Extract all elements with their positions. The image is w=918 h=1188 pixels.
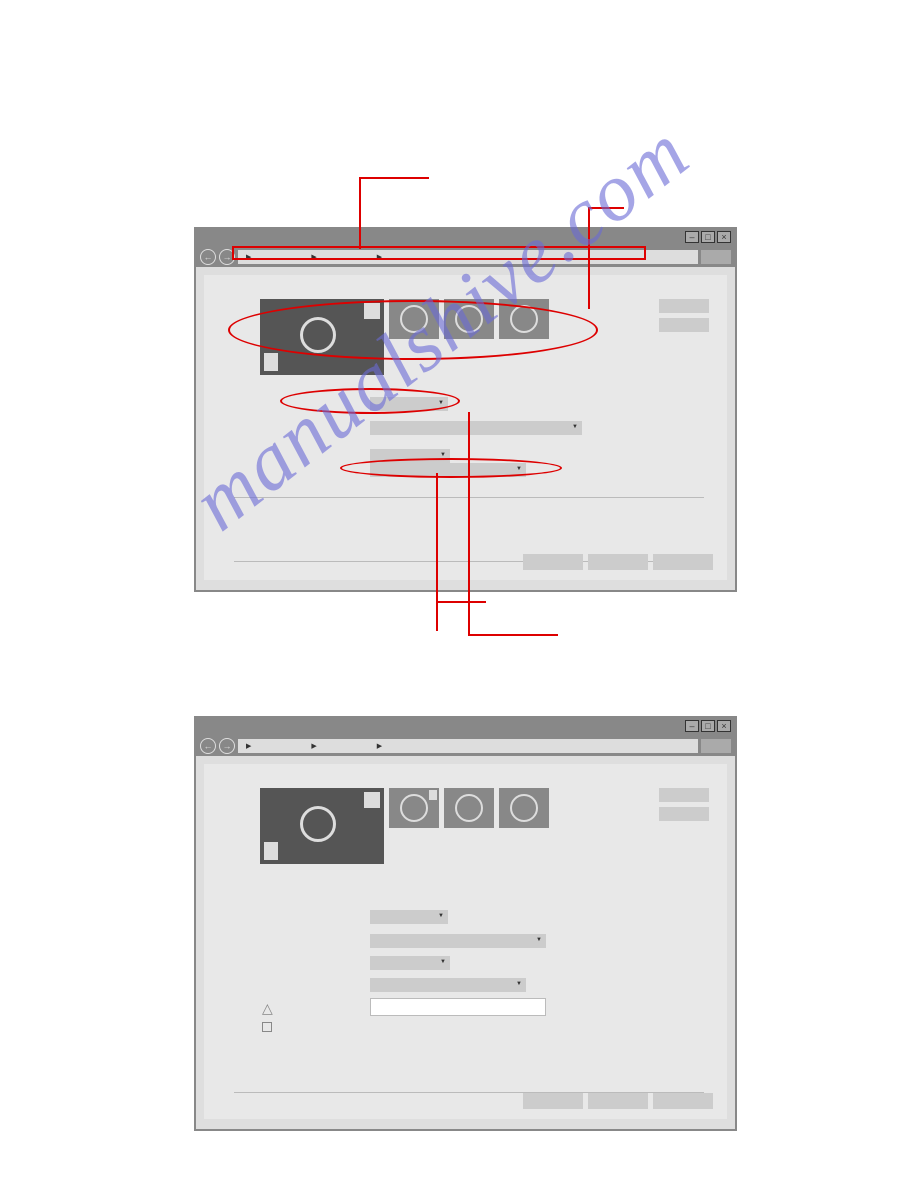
dialog-buttons [523,554,713,570]
circle-icon [300,317,336,353]
action-button[interactable] [523,1093,583,1109]
chevron-down-icon: ▼ [440,959,446,965]
action-button[interactable] [653,1093,713,1109]
callout-line [436,601,486,603]
circle-icon [510,305,538,333]
action-button[interactable] [653,554,713,570]
maximize-button[interactable]: □ [701,231,715,243]
window-2: – □ × ← → ▶ ▶ ▶ [194,716,737,1131]
action-button[interactable] [588,1093,648,1109]
close-button[interactable]: × [717,720,731,732]
circle-icon [300,806,336,842]
badge-icon [264,842,278,860]
address-end [701,250,731,264]
titlebar: – □ × [196,718,735,736]
window-controls: – □ × [685,231,731,243]
circle-icon [510,794,538,822]
close-button[interactable]: × [717,231,731,243]
address-end [701,739,731,753]
dropdown-3[interactable]: ▼ [370,956,450,970]
callout-line [468,634,558,636]
callout-line [436,473,438,631]
thumbnail-2[interactable] [389,299,439,339]
chevron-down-icon: ▼ [516,466,522,472]
side-button[interactable] [659,807,709,821]
dropdown-3[interactable]: ▼ [370,449,450,463]
chevron-down-icon: ▼ [572,424,578,430]
warning-icon: △ [262,1000,273,1017]
chevron-right-icon: ▶ [377,742,382,750]
maximize-button[interactable]: □ [701,720,715,732]
callout-line [359,177,429,179]
circle-icon [455,305,483,333]
side-button[interactable] [659,299,709,313]
side-button[interactable] [659,318,709,332]
side-buttons [659,299,709,332]
manual-page: manualshive.com – □ × ← → ▶ ▶ ▶ [0,0,918,1188]
chevron-down-icon: ▼ [438,913,444,919]
text-input[interactable] [370,998,546,1016]
dropdown-2[interactable]: ▼ [370,934,546,948]
thumbnail-3[interactable] [444,788,494,828]
side-button[interactable] [659,788,709,802]
chevron-right-icon: ▶ [311,253,316,261]
thumbnail-4[interactable] [499,299,549,339]
dialog-buttons [523,1093,713,1109]
window-controls: – □ × [685,720,731,732]
content-area: ▼ ▼ ▼ ▼ [204,275,727,580]
chevron-right-icon: ▶ [246,253,251,261]
circle-icon [455,794,483,822]
thumbnail-row [260,299,549,375]
chevron-down-icon: ▼ [516,981,522,987]
callout-line [588,207,624,209]
breadcrumb-field[interactable]: ▶ ▶ ▶ [238,250,698,264]
thumbnail-selected[interactable] [260,299,384,375]
thumbnail-row [260,788,549,864]
titlebar: – □ × [196,229,735,247]
dropdown-2[interactable]: ▼ [370,421,582,435]
circle-icon [400,305,428,333]
content-area: ▼ ▼ ▼ ▼ △ [204,764,727,1119]
minimize-button[interactable]: – [685,720,699,732]
badge-icon [364,303,380,319]
thumbnail-2[interactable] [389,788,439,828]
forward-button[interactable]: → [219,738,235,754]
action-button[interactable] [588,554,648,570]
thumbnail-3[interactable] [444,299,494,339]
address-bar: ← → ▶ ▶ ▶ [196,736,735,756]
minimize-button[interactable]: – [685,231,699,243]
thumbnail-selected[interactable] [260,788,384,864]
dropdown-4[interactable]: ▼ [370,463,526,477]
chevron-right-icon: ▶ [311,742,316,750]
chevron-down-icon: ▼ [438,400,444,406]
action-button[interactable] [523,554,583,570]
checkbox[interactable] [262,1022,272,1032]
breadcrumb-field[interactable]: ▶ ▶ ▶ [238,739,698,753]
thumbnail-4[interactable] [499,788,549,828]
dropdown-1[interactable]: ▼ [370,910,448,924]
dropdown-1[interactable]: ▼ [370,397,448,411]
forward-button[interactable]: → [219,249,235,265]
badge-icon [364,792,380,808]
window-1: – □ × ← → ▶ ▶ ▶ [194,227,737,592]
dropdown-4[interactable]: ▼ [370,978,526,992]
side-buttons [659,788,709,821]
address-bar: ← → ▶ ▶ ▶ [196,247,735,267]
chevron-down-icon: ▼ [536,937,542,943]
callout-line [359,177,361,249]
circle-icon [400,794,428,822]
callout-line [588,207,590,309]
back-button[interactable]: ← [200,249,216,265]
back-button[interactable]: ← [200,738,216,754]
chevron-down-icon: ▼ [440,452,446,458]
chevron-right-icon: ▶ [377,253,382,261]
chevron-right-icon: ▶ [246,742,251,750]
badge-icon [264,353,278,371]
callout-line [468,412,470,636]
